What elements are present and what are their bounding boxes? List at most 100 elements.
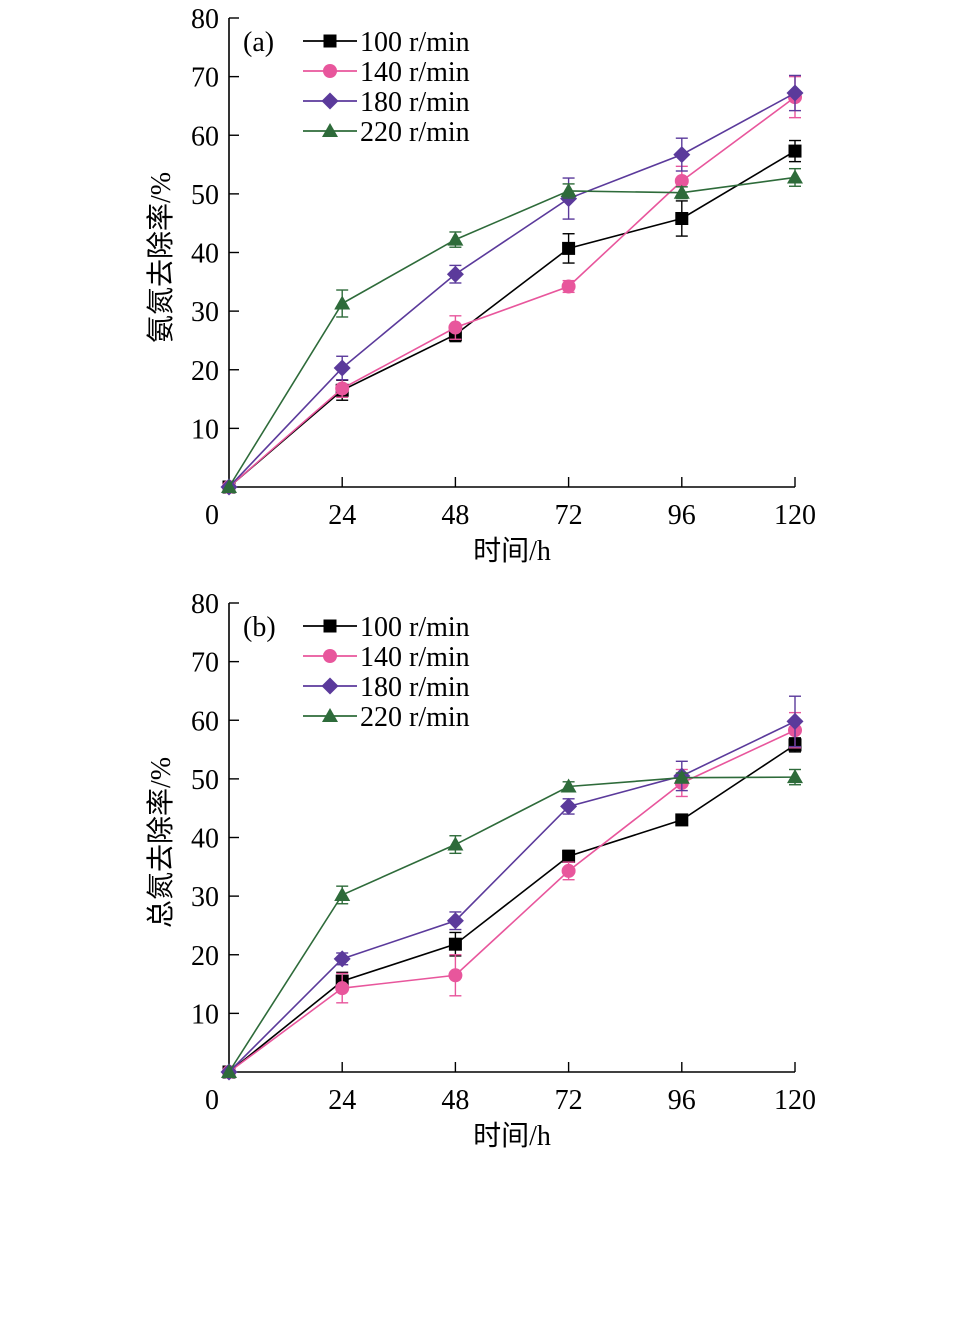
series-100rmin [222,139,802,494]
data-point [447,836,464,851]
x-tick-label: 48 [441,500,469,531]
x-axis-title: 时间/h [473,1120,551,1152]
data-point [787,169,803,184]
panel-label: (a) [243,27,274,58]
panel-label: (b) [243,612,276,643]
legend-item: 180 r/min [303,672,470,703]
legend-label: 220 r/min [360,117,470,148]
data-point [673,184,690,199]
y-tick-label: 40 [191,824,219,855]
legend-item: 140 r/min [303,57,470,88]
data-point [673,146,691,164]
data-point [786,84,804,102]
y-tick-label: 20 [191,941,219,972]
data-point [334,295,351,310]
legend-item: 140 r/min [303,642,470,673]
data-point [335,381,350,396]
legend-label: 140 r/min [360,642,470,673]
data-point [334,886,351,901]
y-tick-label: 20 [191,356,219,387]
y-tick-label: 50 [191,180,219,211]
x-tick-label: 96 [668,500,696,531]
series-line [228,96,796,488]
y-tick-label: 50 [191,765,219,796]
legend-item: 220 r/min [303,702,470,733]
data-point [675,211,689,225]
y-tick-label: 30 [191,882,219,913]
data-point [787,769,803,784]
data-point [561,863,576,878]
y-tick-label: 30 [191,297,219,328]
y-tick-label: 60 [191,121,219,152]
legend-item: 100 r/min [303,27,470,58]
x-tick-label: 0 [205,1085,219,1116]
data-point [335,981,350,996]
legend-item: 100 r/min [303,612,470,643]
x-tick-label: 24 [328,1085,356,1116]
series-140rmin [222,75,802,494]
legend-label: 100 r/min [360,27,470,58]
y-tick-label: 10 [191,999,219,1030]
series-line [228,720,796,1073]
data-point [673,769,690,784]
legend-marker [321,92,339,110]
y-tick-label: 10 [191,414,219,445]
series-line [228,150,796,488]
data-point [674,173,689,188]
series-line [228,92,796,488]
y-axis-title: 氨氮去除率/% [145,172,177,343]
x-tick-label: 72 [555,500,583,531]
panel-a: 10 20 30 40 50 60 70 80 0 24 48 72 96 120 时间/h 氨氮去除率/% (… [145,4,816,567]
series-100rmin [222,737,802,1079]
series-220rmin [221,768,803,1078]
data-point [560,778,577,793]
y-tick-label: 80 [191,4,219,35]
legend-item: 180 r/min [303,87,470,118]
legend-marker [323,34,337,48]
series-220rmin [221,167,803,493]
legend-marker [322,123,338,137]
y-tick-label: 60 [191,706,219,737]
series-line [228,729,796,1073]
data-point [221,479,237,493]
data-point [562,849,576,863]
data-point [448,320,463,335]
y-axis-title: 总氮去除率/% [145,757,177,928]
legend-item: 220 r/min [303,117,470,148]
legend-label: 180 r/min [360,672,470,703]
series-180rmin [220,695,804,1081]
y-tick-label: 40 [191,239,219,270]
y-tick-label: 70 [191,648,219,679]
data-point [788,144,802,158]
legend-marker [323,64,337,78]
legend-label: 140 r/min [360,57,470,88]
x-axis-title: 时间/h [473,535,551,567]
series-140rmin [222,711,802,1079]
data-point [786,712,804,730]
x-tick-label: 120 [774,1085,816,1116]
data-point [675,813,689,827]
legend-marker [322,708,338,722]
data-point [562,241,576,255]
y-tick-label: 80 [191,589,219,620]
data-point [333,950,351,968]
x-tick-label: 48 [441,1085,469,1116]
data-point [446,265,464,283]
data-point [446,912,464,930]
panel-b: 10 20 30 40 50 60 70 80 0 24 48 72 96 120 时间/h 总氮去除率/% (… [145,589,816,1152]
legend-label: 180 r/min [360,87,470,118]
series-line [228,744,796,1073]
legend-label: 220 r/min [360,702,470,733]
data-point [448,937,462,951]
data-point [560,797,578,815]
x-tick-label: 96 [668,1085,696,1116]
legend-marker [321,677,339,695]
data-point [561,279,576,294]
data-point [221,1064,237,1078]
x-tick-label: 0 [205,500,219,531]
legend-label: 100 r/min [360,612,470,643]
series-180rmin [220,74,804,496]
y-tick-label: 70 [191,63,219,94]
data-point [333,359,351,377]
